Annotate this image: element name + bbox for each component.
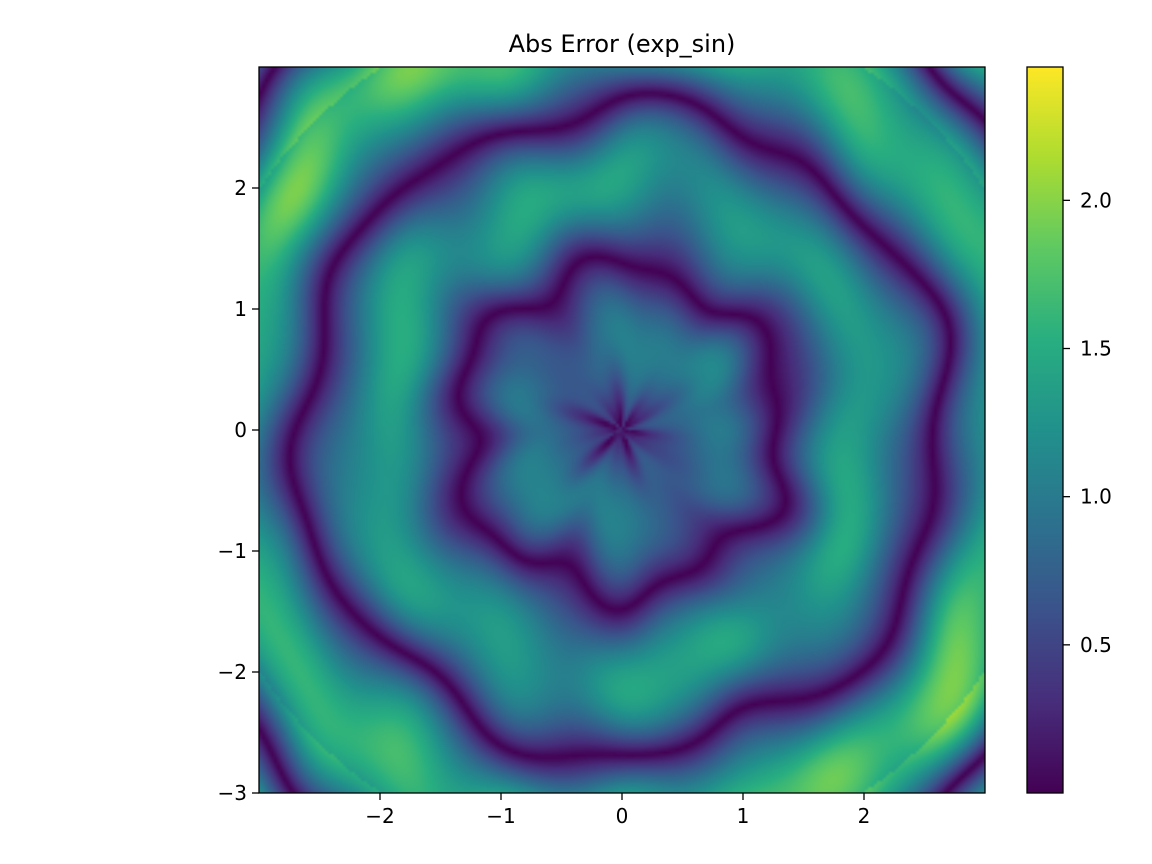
colorbar-tick-label: 1.0: [1080, 485, 1112, 509]
x-tick-label: −2: [365, 804, 394, 828]
x-tick-label: −1: [486, 804, 515, 828]
colorbar-tick-label: 0.5: [1080, 633, 1112, 657]
colorbar-tick-label: 2.0: [1080, 188, 1112, 212]
x-axis: −2 −1 0 1 2: [365, 793, 870, 828]
y-tick-label: −2: [218, 660, 247, 684]
chart-title: Abs Error (exp_sin): [509, 30, 736, 58]
colorbar: [1026, 66, 1064, 794]
y-tick-label: −1: [218, 539, 247, 563]
x-tick-label: 2: [858, 804, 871, 828]
y-tick-label: 2: [234, 176, 247, 200]
y-tick-label: −3: [218, 781, 247, 805]
y-tick-label: 1: [234, 297, 247, 321]
heatmap-image: [259, 67, 985, 793]
y-tick-label: 0: [234, 418, 247, 442]
y-axis: −3 −2 −1 0 1 2: [218, 176, 259, 805]
x-tick-label: 0: [616, 804, 629, 828]
colorbar-axis: 0.5 1.0 1.5 2.0: [1063, 188, 1112, 657]
colorbar-tick-label: 1.5: [1080, 337, 1112, 361]
x-tick-label: 1: [737, 804, 750, 828]
